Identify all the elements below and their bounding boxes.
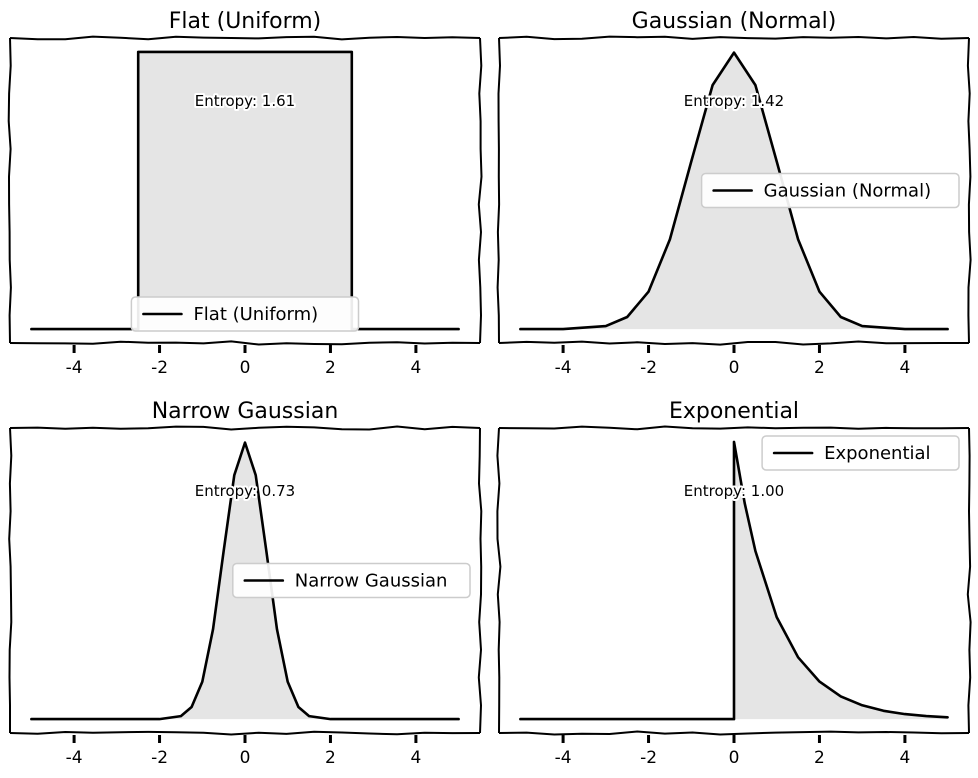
frame-top: [498, 35, 970, 41]
legend-box: [761, 435, 960, 471]
x-tick-label: -4: [66, 748, 83, 768]
legend-label: Gaussian (Normal): [764, 181, 931, 202]
chart-title: Narrow Gaussian: [152, 399, 339, 424]
x-tick-label: -4: [66, 358, 83, 378]
chart-title: Flat (Uniform): [169, 9, 322, 34]
entropy-annotation: Entropy: 1.00: [684, 482, 784, 500]
x-tick-label: 0: [240, 748, 251, 768]
legend: Gaussian (Normal): [700, 172, 960, 209]
frame-right: [477, 427, 483, 734]
series-line: [519, 440, 949, 721]
frame-right: [477, 37, 483, 344]
legend-label: Exponential: [824, 443, 930, 464]
legend: Exponential: [761, 435, 960, 471]
frame-left: [7, 37, 12, 344]
chart-panel-4: Exponential -4 -2 0 2 4 Entropy: 1.00 Exponenti…: [496, 399, 972, 768]
frame-bottom: [9, 730, 481, 736]
legend-label: Narrow Gaussian: [295, 571, 448, 592]
legend-label: Flat (Uniform): [193, 304, 318, 325]
chart-title: Gaussian (Normal): [632, 9, 837, 34]
frame-left: [8, 427, 13, 733]
legend: Flat (Uniform): [130, 296, 360, 332]
chart-panel-1: Flat (Uniform) -4 -2 0 2 4 Entropy: 1.61 Flat (…: [7, 9, 483, 378]
chart-panel-2: Gaussian (Normal) -4 -2 0 2 4 Entropy: 1.42 Gau…: [496, 9, 972, 378]
x-tick-label: -2: [151, 748, 168, 768]
x-tick-label: 0: [240, 358, 251, 378]
legend-box: [700, 172, 960, 209]
x-tick-label: 2: [325, 358, 336, 378]
x-tick-label: 4: [410, 358, 421, 378]
legend-box: [130, 296, 360, 332]
entropy-annotation: Entropy: 1.61: [195, 92, 295, 110]
frame-bottom: [9, 340, 481, 346]
x-tick-label: -4: [555, 358, 572, 378]
series-line: [30, 50, 460, 331]
x-tick-label: 4: [410, 748, 421, 768]
x-tick-label: 2: [325, 748, 336, 768]
entropy-annotation: Entropy: 1.42: [684, 92, 784, 110]
x-tick-label: -4: [555, 748, 572, 768]
frame-bottom: [498, 730, 970, 736]
frame-bottom: [498, 340, 969, 346]
x-tick-label: -2: [640, 748, 657, 768]
chart-title: Exponential: [669, 399, 799, 424]
frame-top: [9, 425, 481, 431]
frame-right: [966, 37, 972, 344]
series-line: [519, 51, 949, 331]
legend-box: [232, 562, 471, 599]
chart-panel-3: Narrow Gaussian -4 -2 0 2 4 Entropy: 0.73 Narro…: [8, 399, 483, 768]
x-tick-label: 4: [899, 358, 910, 378]
x-tick-label: 0: [729, 748, 740, 768]
frame-right: [966, 427, 972, 734]
x-tick-label: 4: [899, 748, 910, 768]
frame-top: [9, 35, 481, 41]
frame-left: [496, 427, 502, 734]
x-tick-label: 2: [814, 748, 825, 768]
x-tick-label: 2: [814, 358, 825, 378]
frame-top: [498, 425, 970, 431]
frame-left: [496, 37, 501, 344]
x-tick-label: 0: [729, 358, 740, 378]
x-tick-label: -2: [151, 358, 168, 378]
series-line: [30, 441, 460, 721]
entropy-annotation: Entropy: 0.73: [195, 482, 295, 500]
x-tick-label: -2: [640, 358, 657, 378]
legend: Narrow Gaussian: [232, 562, 471, 599]
